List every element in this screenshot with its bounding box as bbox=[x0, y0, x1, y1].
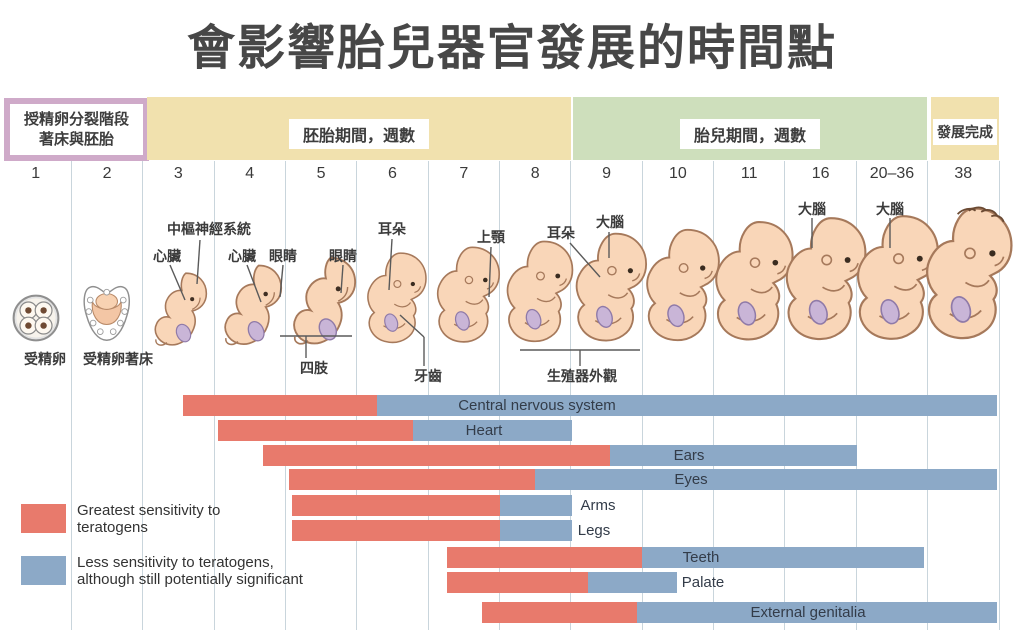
ears-bar-blue bbox=[610, 445, 857, 466]
legend-red-text: Greatest sensitivity to teratogens bbox=[77, 502, 220, 536]
week-label-1: 1 bbox=[31, 165, 41, 182]
bar-label-teeth: Teeth bbox=[682, 549, 720, 566]
legs-bar-blue bbox=[500, 520, 573, 541]
week-label-5: 5 bbox=[316, 165, 326, 182]
legend-red-line2: teratogens bbox=[77, 519, 148, 536]
bar-label-heart: Heart bbox=[465, 422, 503, 439]
organ-annotation: 眼睛 bbox=[269, 248, 297, 264]
eyes-bar-blue bbox=[535, 469, 997, 490]
teeth-bar-blue bbox=[642, 547, 925, 568]
week-label-11: 11 bbox=[740, 165, 758, 182]
stage-band-cleavage-line2: 著床與胚胎 bbox=[38, 130, 114, 148]
stage-band-cleavage: 授精卵分裂階段 著床與胚胎 bbox=[4, 98, 149, 161]
week-label-4: 4 bbox=[245, 165, 255, 182]
organ-annotation: 大腦 bbox=[876, 201, 904, 217]
figure-week-11-fetus bbox=[698, 218, 800, 352]
bar-label-ears: Ears bbox=[673, 447, 705, 464]
organ-annotation: 心臟 bbox=[228, 248, 256, 264]
legend-blue-line2: although still potentially significant bbox=[77, 571, 303, 588]
legend-red-swatch bbox=[21, 504, 66, 533]
week-label-8: 8 bbox=[530, 165, 540, 182]
eyes-bar-red bbox=[288, 469, 536, 490]
legend-blue-line1: Less sensitivity to teratogens, bbox=[77, 554, 274, 571]
week-label-20–36: 20–36 bbox=[869, 165, 915, 182]
figure-week-38-newborn bbox=[907, 204, 1019, 352]
week-label-7: 7 bbox=[459, 165, 469, 182]
bar-label-eyes: Eyes bbox=[674, 471, 708, 488]
palate-bar-blue bbox=[587, 572, 678, 593]
week-label-38: 38 bbox=[954, 165, 973, 182]
figure-week-2-blastocyst bbox=[81, 280, 132, 346]
week-label-10: 10 bbox=[668, 165, 687, 182]
bar-label-legs: Legs bbox=[577, 522, 611, 539]
week-label-6: 6 bbox=[388, 165, 397, 182]
organ-annotation: 中樞神經系統 bbox=[167, 221, 251, 237]
organ-annotation: 大腦 bbox=[596, 214, 624, 230]
bar-label-arms: Arms bbox=[580, 497, 616, 514]
legend-blue-swatch bbox=[21, 556, 66, 585]
arms-bar-red bbox=[291, 495, 501, 516]
figure-week-7-fetus bbox=[423, 244, 505, 352]
week-label-3: 3 bbox=[173, 165, 183, 182]
stage-band-embryonic-label: 胚胎期間，週數 bbox=[288, 119, 430, 149]
external-genitalia-bar-red bbox=[481, 602, 638, 623]
figure-week-6-fetus bbox=[354, 250, 432, 352]
gridline bbox=[142, 161, 144, 630]
page-title: 會影響胎兒器官發展的時間點 bbox=[186, 22, 837, 75]
arms-bar-blue bbox=[500, 495, 573, 516]
external-genitalia-bar-blue bbox=[637, 602, 997, 623]
bar-label-palate: Palate bbox=[681, 574, 725, 591]
organ-annotation: 牙齒 bbox=[414, 368, 442, 384]
ears-bar-red bbox=[263, 445, 611, 466]
organ-annotation: 受精卵著床 bbox=[83, 351, 153, 367]
legend-red-line1: Greatest sensitivity to bbox=[77, 502, 221, 519]
figure-week-5-embryo bbox=[283, 254, 359, 352]
stage-band-complete: 發展完成 bbox=[931, 97, 999, 160]
organ-annotation: 四肢 bbox=[300, 360, 328, 376]
central-nervous-system-bar-red bbox=[183, 395, 377, 416]
palate-bar-red bbox=[446, 572, 588, 593]
figure-week-4-embryo bbox=[215, 262, 285, 352]
heart-bar-blue bbox=[413, 420, 573, 441]
week-label-2: 2 bbox=[102, 165, 112, 182]
legs-bar-red bbox=[291, 520, 501, 541]
figure-week-1-zygote bbox=[12, 294, 60, 342]
gridline bbox=[998, 161, 1000, 630]
stage-band-fetal-label: 胎兒期間，週數 bbox=[679, 119, 821, 149]
stage-band-complete-label: 發展完成 bbox=[933, 119, 997, 145]
organ-annotation: 上顎 bbox=[477, 229, 505, 245]
week-label-16: 16 bbox=[811, 165, 830, 182]
organ-annotation: 眼睛 bbox=[329, 248, 357, 264]
bar-label-central-nervous-system: Central nervous system bbox=[458, 397, 616, 414]
figure-week-9-fetus bbox=[560, 230, 653, 352]
figure-week-3-embryo bbox=[146, 270, 210, 352]
figure-week-8-fetus bbox=[492, 238, 579, 352]
organ-annotation: 生殖器外觀 bbox=[547, 368, 617, 384]
teeth-bar-red bbox=[446, 547, 643, 568]
legend-blue-text: Less sensitivity to teratogens, although… bbox=[77, 554, 303, 588]
organ-annotation: 耳朵 bbox=[378, 221, 406, 237]
stage-band-embryonic: 胚胎期間，週數 bbox=[147, 97, 571, 160]
organ-annotation: 受精卵 bbox=[24, 351, 66, 367]
week-label-9: 9 bbox=[602, 165, 611, 182]
stage-band-fetal: 胎兒期間，週數 bbox=[573, 97, 927, 160]
stage-band-cleavage-line1: 授精卵分裂階段 bbox=[23, 110, 129, 128]
heart-bar-red bbox=[217, 420, 414, 441]
figure-week-10-fetus bbox=[630, 226, 726, 352]
bar-label-external-genitalia: External genitalia bbox=[750, 604, 866, 621]
organ-annotation: 心臟 bbox=[153, 248, 181, 264]
gridline bbox=[70, 161, 72, 630]
central-nervous-system-bar-blue bbox=[376, 395, 997, 416]
organ-annotation: 耳朵 bbox=[547, 225, 575, 241]
organ-annotation: 大腦 bbox=[798, 201, 826, 217]
